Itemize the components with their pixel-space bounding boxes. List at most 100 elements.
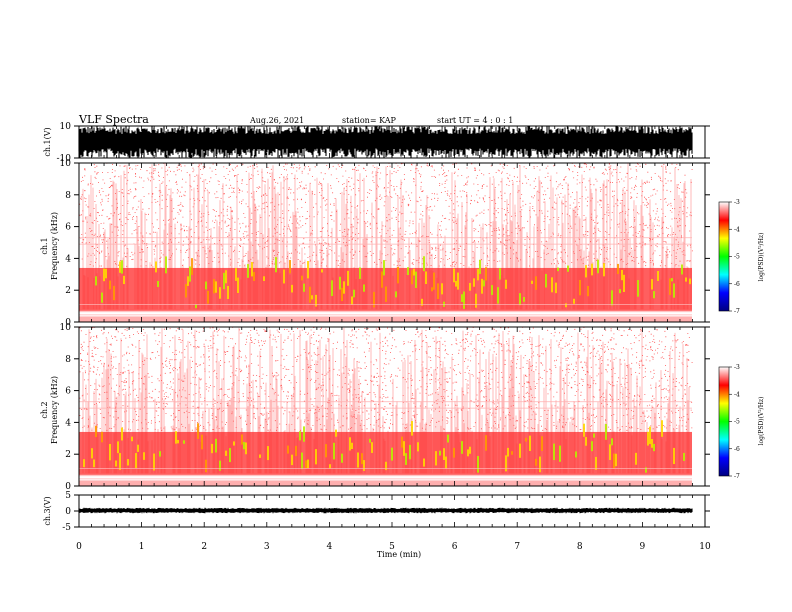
ch1-spectrogram-hot-cell: [477, 269, 479, 281]
ch1-spectrogram-ylabel-frequency: Frequency (kHz): [50, 212, 59, 280]
ch2-spectrogram-hot-cell: [511, 451, 513, 455]
ch1-waveform-panel: 10 -10: [57, 122, 710, 164]
header-date: Aug.26, 2021: [249, 116, 304, 125]
ch1-spectrogram-speckle: [79, 162, 693, 267]
ch1-spectrogram-hot-cell: [351, 296, 353, 305]
time-tick-label: 4: [327, 542, 333, 552]
ch2-spectrogram-ylabel-frequency: Frequency (kHz): [50, 376, 59, 444]
ch1-spectrogram-hot-cell: [431, 287, 433, 292]
ch1-spectrogram-hot-cell: [207, 290, 209, 304]
ch1-spectrogram-hot-cell: [237, 277, 239, 294]
ch1-spectrogram-hot-cell: [433, 272, 435, 290]
ch1-spectrogram-hot-cell: [499, 268, 501, 280]
ch2-spectrogram-hot-cell: [553, 443, 555, 461]
ch2-spectrogram-hot-cell: [135, 453, 137, 469]
ch1-colorbar-tick-label: -7: [734, 308, 740, 315]
ch1-spectrogram-hot-cell: [205, 281, 207, 290]
ch2-spectrogram-hot-cell: [447, 434, 449, 443]
ch1-spectrogram-hot-cell: [591, 263, 593, 276]
ch2-spectrogram-hot-cell: [647, 431, 649, 446]
ch2-spectrogram-hot-cell: [121, 427, 123, 441]
ch2-spectrogram-hot-cell: [435, 451, 437, 466]
ch2-spectrogram-hot-cell: [115, 460, 117, 467]
ch1-spectrogram-hot-cell: [617, 263, 619, 275]
ch1-spectrogram-hot-cell: [251, 262, 253, 277]
ch2-spectrogram-hot-cell: [541, 436, 543, 451]
ch1-spectrogram-hot-cell: [359, 267, 361, 279]
ch2-spectrogram-hot-cell: [291, 454, 293, 466]
ch1-spectrogram-hot-cell: [213, 279, 215, 294]
ch2-spectrogram-ytick-label: 8: [65, 355, 71, 365]
ch1-colorbar-tick-label: -4: [734, 226, 740, 233]
ch1-spectrogram-hot-cell: [689, 278, 691, 285]
ch1-spectrogram-hot-cell: [101, 292, 103, 303]
ch2-spectrogram-hot-cell: [325, 444, 327, 458]
ch3-waveform-ytick-label: -5: [62, 523, 71, 533]
ch1-spectrogram-hot-cell: [505, 279, 507, 289]
ch1-spectrogram-hot-cell: [597, 259, 599, 274]
ch1-spectrogram-ytick-label: 8: [65, 191, 71, 201]
ch1-spectrogram-hot-cell: [483, 280, 485, 287]
ch1-spectrogram-hot-cell: [685, 277, 687, 282]
ch1-spectrogram-hot-cell: [103, 268, 105, 282]
ch2-spectrogram-hot-cell: [645, 467, 647, 473]
ch1-spectrogram-hot-cell: [567, 265, 569, 272]
ch3-waveform-ytick-label: 5: [65, 491, 71, 501]
ch1-spectrogram-hot-cell: [397, 267, 399, 284]
ch2-spectrogram-hot-cell: [363, 460, 365, 471]
ch2-spectrogram-hot-cell: [117, 441, 119, 454]
ch1-spectrogram-hot-cell: [619, 289, 621, 294]
ch1-spectrogram-hot-cell: [219, 287, 221, 299]
ch1-spectrogram-hot-cell: [123, 275, 125, 285]
ch1-colorbar-gradient: [718, 201, 730, 312]
ch1-spectrogram-hot-cell: [611, 290, 613, 306]
ch1-spectrogram-hot-cell: [113, 285, 115, 301]
ch2-spectrogram-hot-cell: [91, 448, 93, 459]
ch1-spectrogram-ytick-label: 2: [65, 286, 71, 296]
ch3-waveform-ytick-label: 0: [65, 507, 71, 517]
ch2-spectrogram-hot-cell: [241, 434, 243, 445]
ch2-spectrogram-hot-cell: [303, 426, 305, 442]
ch1-spectrogram-hot-cell: [455, 280, 457, 287]
ch1-spectrogram-hot-cell: [497, 287, 499, 304]
time-axis: 0 1 2 3 4 5 6 7 8 9 10: [76, 542, 711, 552]
ch2-spectrogram-panel: 0 2 4 6 8 10: [60, 323, 710, 492]
time-tick-label: 8: [577, 542, 583, 552]
ch2-spectrogram-hot-cell: [673, 447, 675, 465]
ch1-spectrogram-hot-cell: [283, 269, 285, 284]
ch1-spectrogram-ytick-label: 4: [65, 254, 71, 264]
ch2-spectrogram-hot-cell: [177, 439, 179, 444]
ch2-spectrogram-hot-cell: [95, 425, 97, 437]
time-tick-label: 1: [139, 542, 145, 552]
ch1-spectrogram-hot-cell: [225, 270, 227, 284]
ch1-spectrogram-hot-cell: [303, 283, 305, 292]
ch1-spectrogram-ytick-label: 6: [65, 223, 71, 233]
ch2-spectrogram-hot-cell: [453, 447, 455, 458]
ch1-spectrogram-hot-cell: [453, 268, 455, 283]
ch1-spectrogram-hot-cell: [95, 276, 97, 286]
ch1-spectrogram-hot-cell: [105, 268, 107, 279]
ch2-spectrogram-hot-cell: [535, 458, 537, 466]
ch1-spectrogram-hot-cell: [673, 283, 675, 298]
ch1-colorbar-tick-label: -5: [734, 254, 740, 261]
ch1-spectrogram-hot-cell: [523, 296, 525, 302]
ch2-spectrogram-hot-cell: [615, 453, 617, 467]
ch1-spectrogram-hot-cell: [535, 276, 537, 290]
ch2-spectrogram-hot-cell: [229, 448, 231, 463]
ch1-spectrogram-hot-cell: [423, 256, 425, 272]
ch1-spectrogram-hot-cell: [485, 267, 487, 281]
ch2-spectrogram-hot-cell: [341, 453, 343, 463]
ch2-spectrogram-hot-cell: [609, 444, 611, 460]
ch1-spectrogram-hot-cell: [463, 291, 465, 309]
ch1-spectrogram-hot-cell: [395, 291, 397, 298]
ch1-spectrogram-ytick-label: 10: [60, 159, 72, 169]
ch2-spectrogram-hot-cell: [183, 440, 185, 444]
ch2-spectrogram-hot-cell: [335, 429, 337, 437]
ch2-spectrogram-hot-cell: [371, 442, 373, 453]
ch2-spectrogram-hot-cell: [443, 448, 445, 460]
ch2-spectrogram-hot-cell: [101, 431, 103, 443]
ch1-spectrogram-hot-cell: [191, 258, 193, 275]
time-tick-label: 7: [514, 542, 520, 552]
ch1-spectrogram-hot-cell: [557, 267, 559, 272]
ch2-spectrogram-hot-cell: [351, 442, 353, 450]
